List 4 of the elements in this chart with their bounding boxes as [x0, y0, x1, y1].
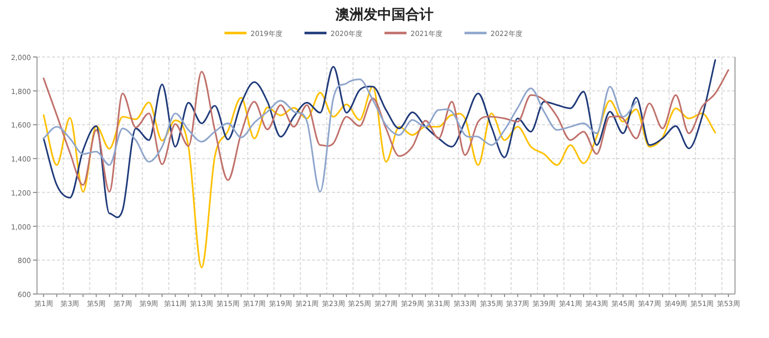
line-series	[42, 78, 638, 193]
chart-title: 澳洲发中国合计	[334, 7, 434, 23]
line-series	[42, 69, 730, 193]
line-series	[42, 86, 716, 268]
